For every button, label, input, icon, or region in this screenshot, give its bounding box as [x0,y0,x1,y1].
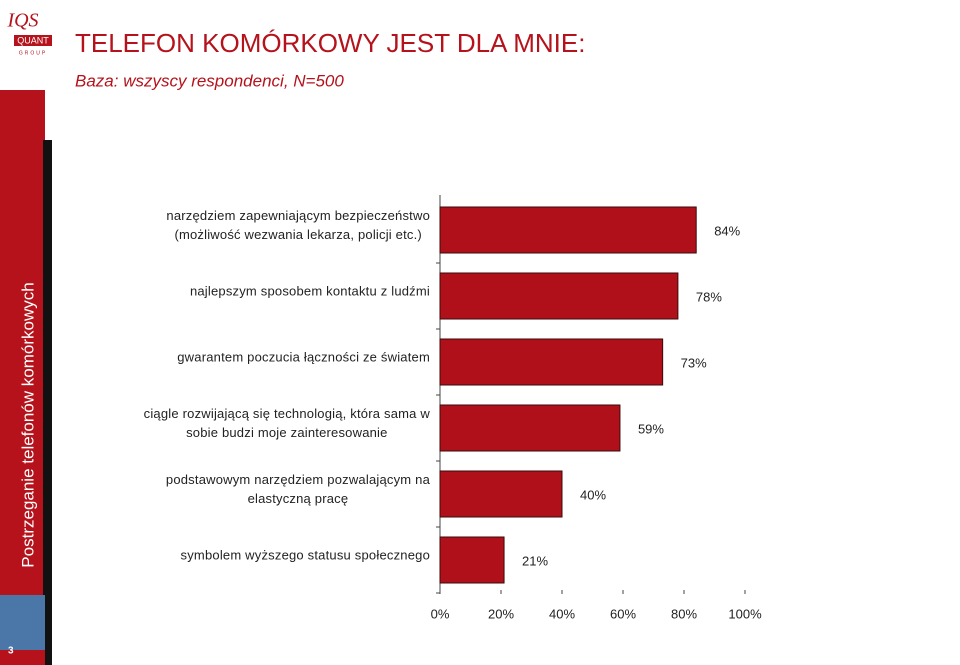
x-tick-label: 40% [549,606,575,621]
sidebar-image [0,595,45,650]
x-tick-label: 80% [671,606,697,621]
bar [439,470,563,518]
bar [439,536,505,584]
y-tick-label: narzędziem zapewniającym bezpieczeństwo … [166,208,430,242]
value-label: 84% [714,223,740,238]
sidebar-foot [0,650,45,665]
chart-title: TELEFON KOMÓRKOWY JEST DLA MNIE: [75,28,585,58]
y-tick-label: symbolem wyższego statusu społecznego [180,547,430,563]
logo-top: IQS [6,10,38,32]
x-tick-label: 60% [610,606,636,621]
x-tick-label: 100% [728,606,762,621]
value-label: 73% [681,355,707,370]
sidebar [0,90,45,595]
logo-band [14,35,52,46]
value-label: 21% [522,553,548,568]
bar [439,272,679,320]
logo-bottom: QUANT [17,35,49,45]
logo-small: GROUP [19,50,47,56]
x-tick-label: 20% [488,606,514,621]
y-tick-label: ciągle rozwijającą się technologią, któr… [143,406,430,440]
page-number: 3 [8,646,14,657]
value-label: 59% [638,421,664,436]
bar [439,206,697,254]
y-tick-label: podstawowym narzędziem pozwalającym na e… [165,472,430,506]
value-label: 40% [580,487,606,502]
sidebar-shadow [43,140,52,665]
chart-subtitle: Baza: wszyscy respondenci, N=500 [75,71,344,90]
y-tick-label: gwarantem poczucia łączności ze światem [177,349,430,365]
sidebar-title: Postrzeganie telefonów komórkowych [18,282,37,567]
bar [439,404,621,452]
value-label: 78% [696,289,722,304]
bar [439,338,664,386]
y-tick-label: najlepszym sposobem kontaktu z ludźmi [189,283,430,299]
x-tick-label: 0% [431,606,450,621]
